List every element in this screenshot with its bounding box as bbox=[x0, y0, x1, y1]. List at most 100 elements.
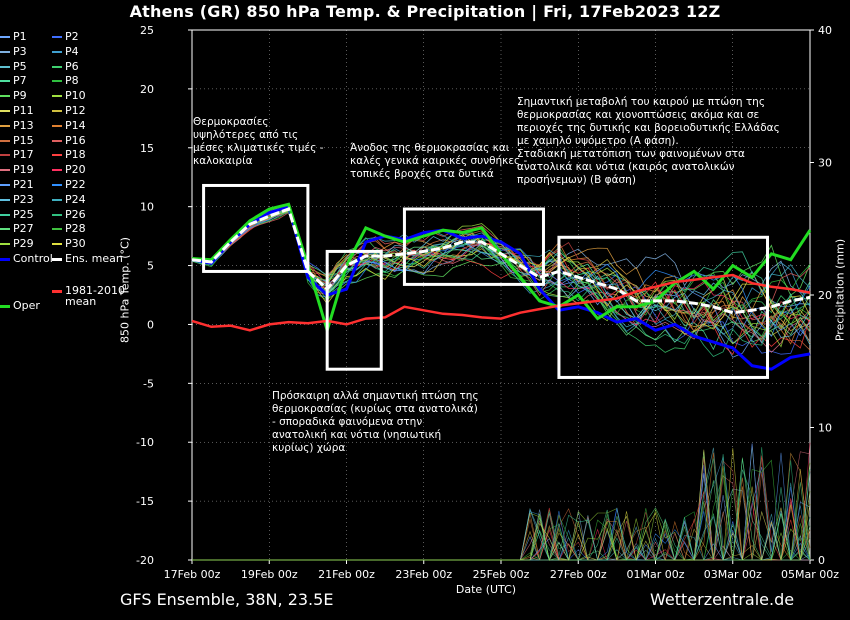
legend-swatch bbox=[52, 154, 62, 157]
y-tick-label: 20 bbox=[140, 83, 154, 96]
legend-swatch bbox=[0, 184, 10, 186]
x-tick-label: 23Feb 00z bbox=[395, 568, 452, 581]
legend-item: P23 bbox=[0, 193, 34, 207]
legend-swatch bbox=[52, 95, 62, 98]
legend-label: Control bbox=[13, 252, 53, 265]
legend-label: Oper bbox=[13, 299, 40, 313]
legend-swatch bbox=[0, 139, 10, 142]
legend-item: P2 bbox=[52, 30, 79, 44]
annotation-text: Σημαντική μεταβολή του καιρού με πτώση τ… bbox=[517, 96, 780, 186]
legend-item: P27 bbox=[0, 222, 34, 236]
y-tick-label: 10 bbox=[140, 201, 154, 214]
legend-swatch bbox=[0, 80, 10, 83]
legend-label: P8 bbox=[65, 74, 79, 88]
legend-label: P14 bbox=[65, 118, 86, 132]
legend-swatch bbox=[52, 257, 62, 261]
legend-swatch bbox=[52, 124, 62, 127]
x-tick-label: 17Feb 00z bbox=[164, 568, 221, 581]
legend-swatch bbox=[0, 124, 10, 127]
y-tick-label: -20 bbox=[136, 554, 154, 567]
legend-item: P21 bbox=[0, 178, 34, 192]
legend-swatch bbox=[52, 169, 62, 172]
legend-label: P19 bbox=[13, 163, 34, 177]
y-tick-label: 5 bbox=[147, 260, 154, 273]
x-tick-label: 01Mar 00z bbox=[626, 568, 684, 581]
legend-label: P26 bbox=[65, 207, 86, 221]
legend-swatch bbox=[52, 65, 62, 68]
legend-item: P30 bbox=[52, 237, 86, 251]
legend-label: P28 bbox=[65, 222, 86, 236]
legend-swatch bbox=[0, 228, 10, 231]
legend-item: Ens. mean bbox=[52, 252, 123, 266]
legend-item: P5 bbox=[0, 60, 27, 74]
x-tick-label: 27Feb 00z bbox=[550, 568, 607, 581]
legend-item: P17 bbox=[0, 148, 34, 162]
legend-item: P12 bbox=[52, 104, 86, 118]
legend-swatch bbox=[0, 95, 10, 98]
annotation-box bbox=[202, 183, 310, 273]
legend-item: P18 bbox=[52, 148, 86, 162]
legend-swatch bbox=[52, 290, 62, 294]
legend-item: P15 bbox=[0, 134, 34, 148]
legend-item: P8 bbox=[52, 74, 79, 88]
footer-source: GFS Ensemble, 38N, 23.5E bbox=[120, 590, 334, 609]
legend-swatch bbox=[52, 80, 62, 83]
legend-swatch bbox=[0, 243, 10, 246]
legend-label: P30 bbox=[65, 237, 86, 251]
member-precip-p30 bbox=[192, 448, 811, 561]
legend-label: P12 bbox=[65, 104, 86, 117]
legend-label: P6 bbox=[65, 59, 79, 73]
legend-swatch bbox=[52, 110, 62, 112]
series-1981-2010-mean bbox=[191, 273, 811, 332]
legend-label: P22 bbox=[65, 178, 86, 191]
legend-item: Control bbox=[0, 252, 53, 266]
legend-item: P16 bbox=[52, 134, 86, 148]
y2-tick-label: 30 bbox=[818, 157, 832, 170]
legend-label: P25 bbox=[13, 207, 34, 221]
legend-label: P4 bbox=[65, 44, 79, 58]
y2-tick-label: 40 bbox=[818, 24, 832, 37]
x-tick-label: 05Mar 00z bbox=[781, 568, 839, 581]
legend-swatch bbox=[0, 50, 10, 53]
annotation-box bbox=[402, 207, 545, 286]
legend-label: Ens. mean bbox=[65, 252, 123, 265]
legend-item: P29 bbox=[0, 237, 34, 251]
y-tick-label: 15 bbox=[140, 142, 154, 155]
annotation-text: Πρόσκαιρη αλλά σημαντική πτώση της θερμο… bbox=[272, 390, 479, 454]
y2-tick-label: 0 bbox=[818, 554, 825, 567]
legend-label: P23 bbox=[13, 192, 34, 206]
legend-label: P11 bbox=[13, 104, 34, 117]
legend-item: P25 bbox=[0, 208, 34, 222]
legend-swatch bbox=[0, 198, 10, 201]
legend-swatch bbox=[0, 110, 10, 112]
legend-swatch bbox=[52, 50, 62, 53]
legend-swatch bbox=[52, 213, 62, 216]
y-tick-label: 25 bbox=[140, 24, 154, 37]
legend-item: P20 bbox=[52, 163, 86, 177]
legend-label: P17 bbox=[13, 148, 34, 162]
legend-item: P13 bbox=[0, 119, 34, 133]
legend-item: P4 bbox=[52, 45, 79, 59]
legend-label: P1 bbox=[13, 30, 27, 43]
legend-label: P20 bbox=[65, 163, 86, 177]
legend-item: P22 bbox=[52, 178, 86, 192]
legend-swatch bbox=[52, 139, 62, 142]
legend-label: P3 bbox=[13, 44, 27, 58]
legend-item: P14 bbox=[52, 119, 86, 133]
legend-item: P24 bbox=[52, 193, 86, 207]
legend-item: Oper bbox=[0, 299, 40, 313]
legend-item: P28 bbox=[52, 222, 86, 236]
legend-label: P9 bbox=[13, 89, 27, 103]
legend-label: P13 bbox=[13, 118, 34, 132]
series-ens-mean bbox=[191, 207, 811, 315]
x-tick-label: 03Mar 00z bbox=[704, 568, 762, 581]
y2-tick-label: 20 bbox=[818, 289, 832, 302]
x-tick-label: 19Feb 00z bbox=[241, 568, 298, 581]
legend-swatch bbox=[0, 169, 10, 172]
y-tick-label: -5 bbox=[143, 377, 154, 390]
legend-swatch bbox=[0, 65, 10, 68]
y-tick-label: -10 bbox=[136, 436, 154, 449]
legend-item: P11 bbox=[0, 104, 34, 118]
legend-label: P29 bbox=[13, 237, 34, 251]
